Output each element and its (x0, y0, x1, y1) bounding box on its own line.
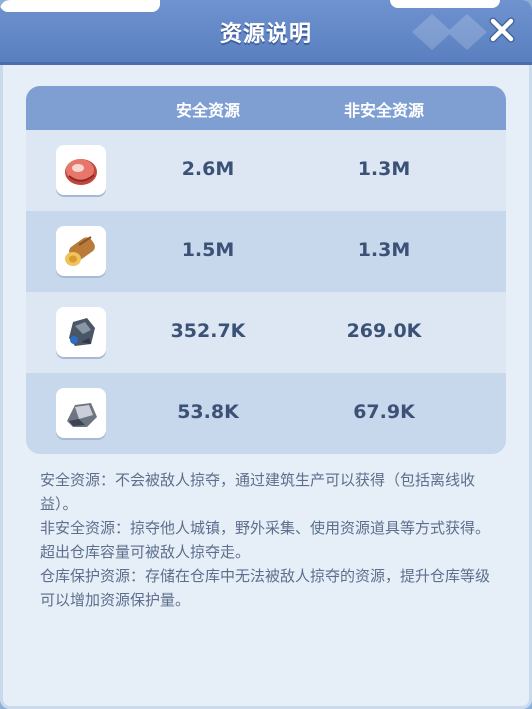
table-header: 安全资源 非安全资源 (26, 86, 506, 130)
description-protected: 仓库保护资源：存储在仓库中无法被敌人掠夺的资源，提升仓库等级可以增加资源保护量。 (40, 567, 491, 609)
snow-decoration (390, 0, 500, 8)
dialog-title: 资源说明 (219, 22, 312, 47)
column-header-unsafe: 非安全资源 (343, 101, 424, 120)
description-safe: 安全资源：不会被敌人掠夺，通过建筑生产可以获得（包括离线收益）。 (40, 471, 476, 513)
unsafe-value: 1.3M (357, 239, 411, 261)
column-header-safe: 安全资源 (175, 101, 240, 120)
snowflake-decoration-icon (412, 14, 487, 50)
stone-icon (67, 403, 97, 427)
resource-description: 安全资源：不会被敌人掠夺，通过建筑生产可以获得（包括离线收益）。 非安全资源：掠… (40, 468, 492, 612)
unsafe-value: 269.0K (346, 320, 422, 342)
table-row: 352.7K 269.0K (26, 292, 506, 373)
unsafe-value: 1.3M (357, 158, 411, 180)
resource-table: 安全资源 非安全资源 2.6M 1.3M (26, 86, 506, 454)
safe-value: 352.7K (170, 320, 246, 342)
close-icon (489, 17, 515, 43)
resource-icon-tile (56, 388, 106, 438)
safe-value: 53.8K (177, 401, 239, 423)
safe-value: 1.5M (181, 239, 235, 261)
description-unsafe: 非安全资源：掠夺他人城镇，野外采集、使用资源道具等方式获得。超出仓库容量可被敌人… (40, 519, 491, 561)
ore-icon (69, 318, 95, 346)
table-row: 53.8K 67.9K (26, 373, 506, 454)
snow-decoration (0, 0, 160, 12)
resource-icon-tile (56, 145, 106, 195)
resource-icon-tile (56, 226, 106, 276)
table-row: 2.6M 1.3M (26, 130, 506, 211)
safe-value: 2.6M (181, 158, 235, 180)
close-button[interactable] (486, 14, 518, 46)
dialog-header: 资源说明 (0, 0, 532, 65)
table-row: 1.5M 1.3M (26, 211, 506, 292)
meat-icon (65, 159, 97, 185)
wood-icon (65, 236, 95, 266)
resource-icon-tile (56, 307, 106, 357)
unsafe-value: 67.9K (353, 401, 415, 423)
